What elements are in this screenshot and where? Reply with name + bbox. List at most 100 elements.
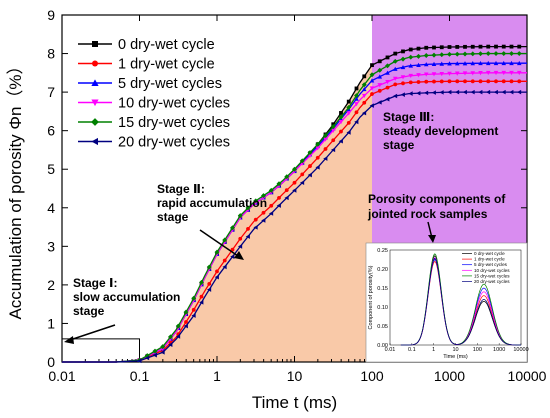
inset-legend-entry: 20 dry-wet cycles [474,279,510,284]
data-point [424,79,429,84]
data-point [238,236,243,241]
data-point [144,355,150,361]
data-point [160,350,165,355]
inset-y-tick-label: 0.20 [377,267,388,273]
data-point [455,45,460,49]
data-point [323,147,328,151]
data-point [199,294,204,299]
data-point [393,82,398,87]
data-point [354,119,359,125]
data-point [385,63,390,69]
inset-legend-entry: 1 dry-wet cycle [474,257,505,262]
data-point [222,237,228,243]
y-tick-label: 0 [47,354,55,370]
data-point [478,51,483,57]
data-point [361,82,367,88]
data-point [354,96,359,101]
data-point [393,51,398,56]
data-point [501,60,507,66]
legend: 0 dry-wet cycle 1 dry-wet cycle 5 dry-wet … [78,37,230,151]
stage-label-line: steady development [383,124,498,138]
data-point [377,74,383,79]
data-point [91,79,99,86]
data-point [330,128,336,133]
stage-2-fill [139,65,372,362]
data-point [369,72,375,78]
data-point [485,51,491,57]
data-point [494,79,498,84]
inset-x-tick-label: 100 [473,347,482,353]
data-point [516,60,522,66]
inset-x-tick-label: 1000 [493,347,505,353]
stage-1-box [62,338,140,362]
data-point [268,187,274,193]
arrow-head [234,251,244,260]
arrow-head [64,336,74,344]
data-point [486,79,491,84]
data-point [400,56,406,62]
data-point [168,334,173,340]
data-point [369,103,374,108]
data-point [493,89,498,95]
data-point [494,44,498,49]
data-point [230,225,235,231]
data-point [183,323,188,329]
y-tick-label: 2 [47,277,55,293]
data-point [323,133,328,138]
inset-y-tick-label: 0.10 [377,305,388,311]
data-point [416,62,421,67]
inset-legend-entry: 5 dry-wet cycles [474,262,508,267]
data-point [392,93,398,99]
inset-x-tick-label: 10000 [513,347,528,353]
data-point [261,210,266,215]
inset-y-tick-label: 0.25 [377,248,388,254]
legend-entry: 15 dry-wet cycles [118,115,230,131]
data-point [299,180,305,186]
data-point [447,71,452,76]
data-point [408,54,414,60]
inset-x-tick-label: 0.01 [385,347,396,353]
data-point [222,258,227,263]
data-point [299,158,305,164]
data-point [152,348,158,354]
data-point [377,59,382,64]
data-point [431,90,436,95]
arrow-head [428,235,436,243]
data-point [362,74,367,79]
data-point [268,211,274,216]
data-point [91,99,99,107]
series-5 [62,89,527,364]
data-point [277,195,281,200]
data-point [307,153,313,159]
data-point [424,45,429,50]
data-point [339,129,343,134]
y-tick-label: 3 [47,238,55,254]
data-point [191,313,196,318]
data-point [237,244,243,249]
y-tick-label: 6 [47,123,55,139]
data-point [439,61,445,66]
data-point [447,51,452,57]
inset-legend-entry: 10 dry-wet cycles [474,268,510,273]
data-point [416,46,421,51]
data-point [400,64,406,70]
data-point [338,114,344,120]
data-point [470,61,476,66]
data-point [346,111,352,116]
data-point [423,72,429,77]
data-point [199,300,204,305]
data-point [423,90,429,96]
data-point [447,89,452,95]
data-point [377,83,383,88]
data-point [408,91,413,96]
data-point [501,44,506,49]
data-point [408,47,413,52]
legend-entry: 20 dry-wet cycles [118,135,230,151]
data-point [462,71,468,76]
data-point [463,79,467,84]
data-point [470,71,476,76]
stage-2-arrow [199,229,239,257]
data-point [354,110,359,115]
data-point [276,181,282,187]
data-point [230,254,235,259]
